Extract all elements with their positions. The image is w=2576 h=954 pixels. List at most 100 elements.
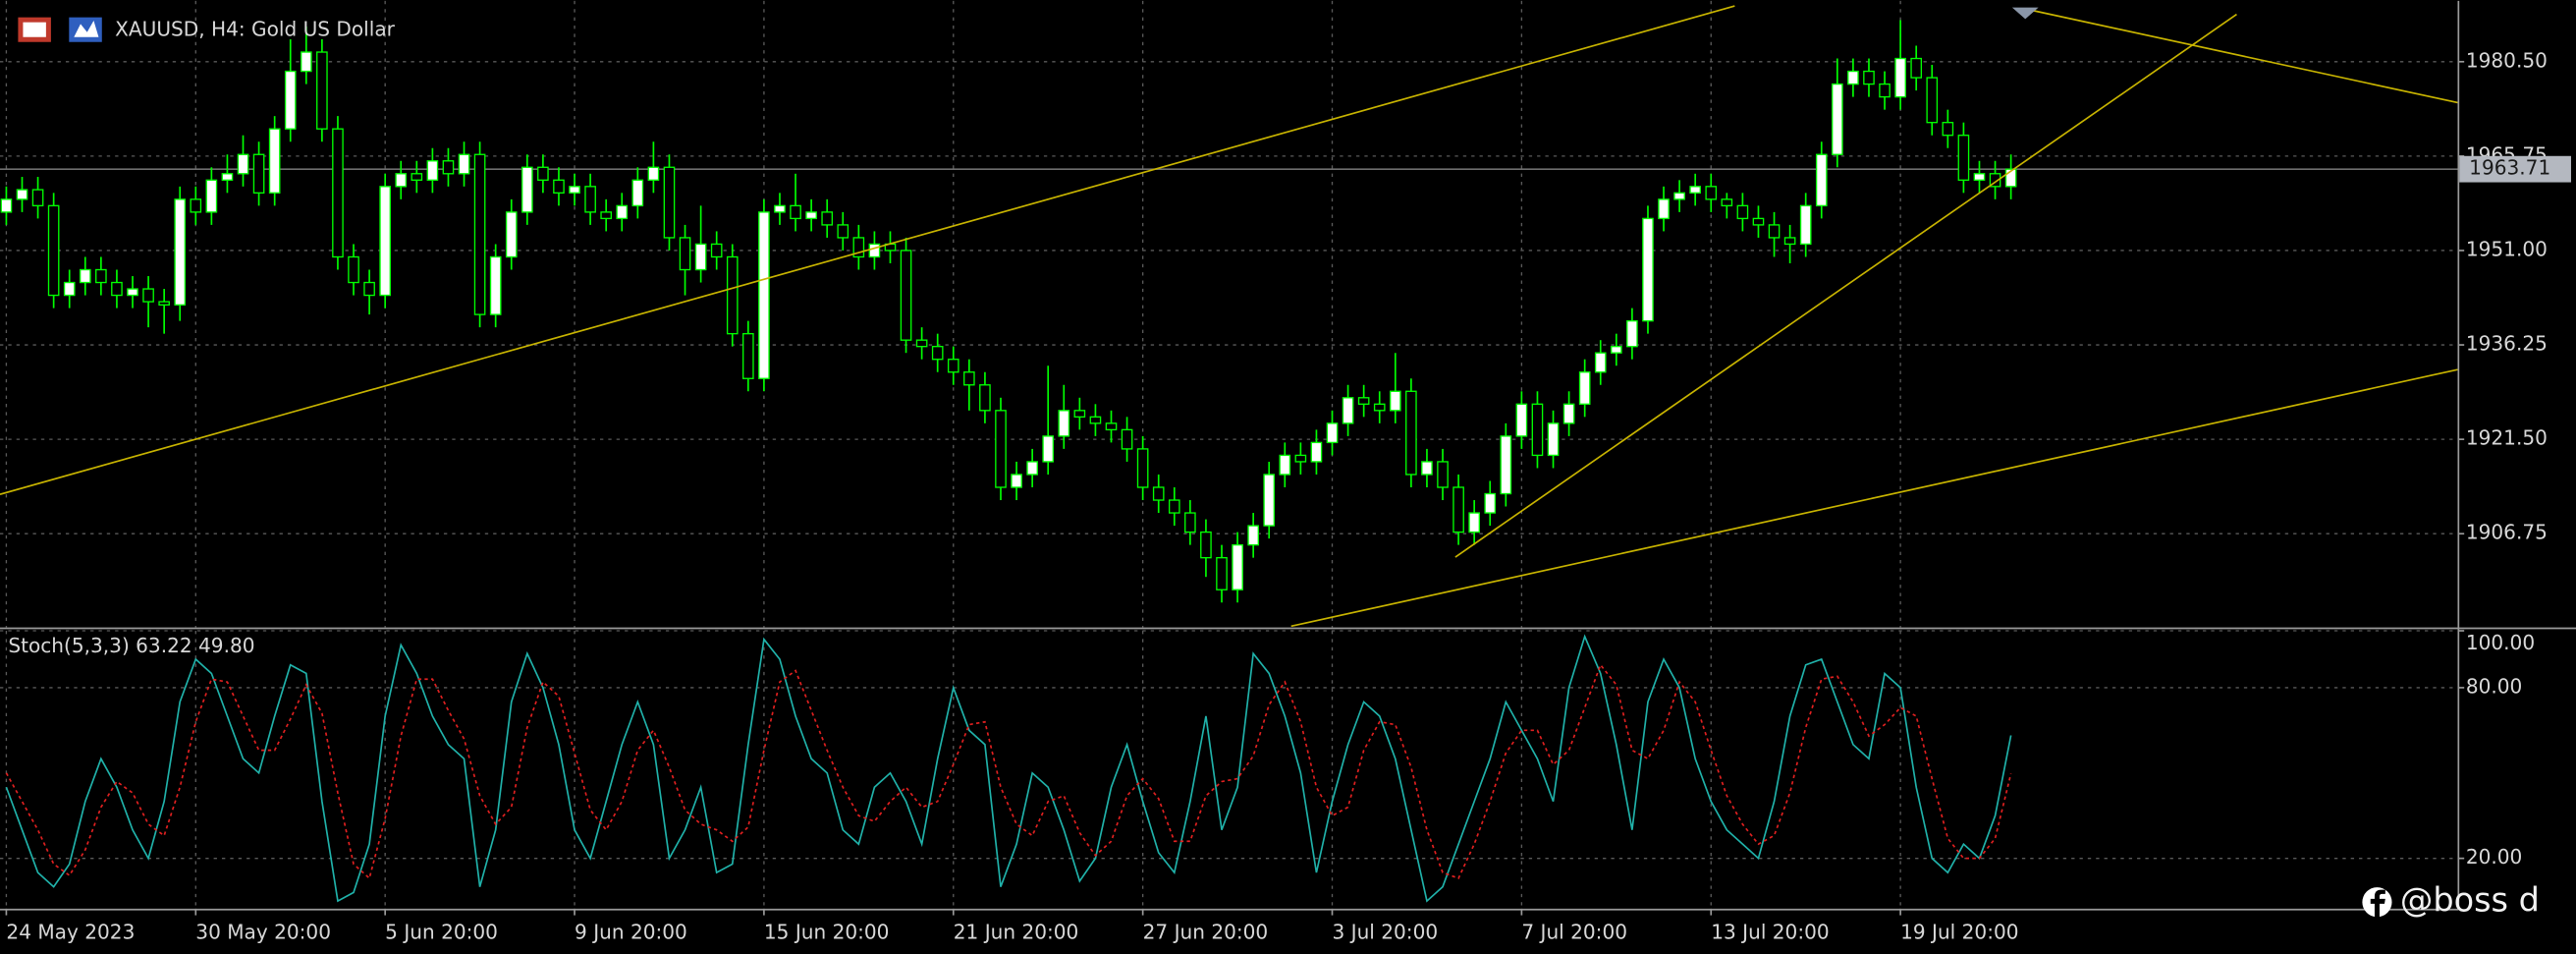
candle-body bbox=[284, 70, 297, 130]
candle-body bbox=[1232, 543, 1243, 590]
candle-body bbox=[1973, 173, 1986, 181]
x-tick-label: 5 Jun 20:00 bbox=[385, 921, 498, 944]
candle-body bbox=[995, 410, 1007, 488]
candle-body bbox=[947, 359, 959, 373]
candle-body bbox=[742, 332, 754, 379]
candle-body bbox=[1547, 422, 1560, 457]
candle-body bbox=[931, 346, 944, 361]
x-tick-label: 24 May 2023 bbox=[6, 921, 135, 944]
candle-body bbox=[1279, 454, 1291, 476]
candle-body bbox=[505, 211, 518, 258]
candle-body bbox=[1326, 422, 1339, 444]
candle-body bbox=[95, 268, 107, 284]
x-tick-label: 15 Jun 20:00 bbox=[764, 921, 890, 944]
candle-body bbox=[111, 281, 123, 297]
candle-body bbox=[1500, 435, 1512, 495]
candle-body bbox=[363, 281, 375, 297]
candle-body bbox=[158, 301, 170, 307]
chart-title: XAUUSD, H4: Gold US Dollar bbox=[115, 18, 395, 41]
candle-body bbox=[489, 255, 502, 315]
candle-body bbox=[710, 243, 723, 258]
candle-body bbox=[1768, 224, 1781, 239]
candle-body bbox=[868, 243, 881, 258]
watermark-icon bbox=[2370, 889, 2385, 919]
x-tick-label: 27 Jun 20:00 bbox=[1143, 921, 1269, 944]
y-tick-label: 20.00 bbox=[2466, 845, 2522, 869]
marker bbox=[2011, 7, 2039, 20]
candle-body bbox=[411, 173, 423, 181]
candle-body bbox=[1042, 435, 1055, 463]
watermark-text: @boss d bbox=[2400, 881, 2540, 920]
candle-body bbox=[174, 198, 187, 307]
candle-body bbox=[1531, 403, 1544, 457]
candle-body bbox=[1089, 416, 1102, 424]
candle-body bbox=[1310, 441, 1323, 463]
candle-body bbox=[268, 128, 281, 195]
candle-body bbox=[1942, 122, 1954, 137]
candle-body bbox=[252, 153, 265, 195]
candle-body bbox=[915, 339, 928, 348]
candle-body bbox=[1658, 198, 1670, 220]
candle-body bbox=[379, 186, 391, 297]
candle-body bbox=[1011, 474, 1022, 488]
candle-body bbox=[1484, 492, 1497, 514]
icon bbox=[74, 20, 99, 37]
candle-body bbox=[1184, 512, 1196, 533]
candle-body bbox=[1357, 397, 1370, 405]
candle-body bbox=[458, 153, 470, 175]
candle-body bbox=[1026, 461, 1038, 476]
candle-body bbox=[1926, 77, 1939, 124]
candle-body bbox=[47, 204, 60, 297]
candle-body bbox=[1626, 319, 1638, 348]
candle-body bbox=[1989, 173, 2001, 188]
candle-body bbox=[758, 211, 770, 379]
candle-body bbox=[332, 128, 344, 258]
candle-body bbox=[426, 160, 439, 181]
candle-body bbox=[1168, 499, 1180, 514]
candle-body bbox=[553, 179, 565, 195]
price-panel: 1980.501965.751951.001936.251921.501906.… bbox=[0, 0, 2571, 628]
candle-body bbox=[1562, 403, 1575, 424]
candle-body bbox=[774, 204, 786, 213]
x-tick-label: 3 Jul 20:00 bbox=[1333, 921, 1439, 944]
candle-body bbox=[442, 160, 455, 175]
candle-body bbox=[473, 153, 486, 315]
candle-body bbox=[2004, 168, 2017, 188]
candle-body bbox=[1815, 153, 1828, 207]
candle-body bbox=[647, 166, 660, 181]
candle-body bbox=[395, 173, 408, 188]
candle-body bbox=[631, 179, 644, 207]
candle-body bbox=[1736, 204, 1749, 220]
candle-body bbox=[1263, 474, 1276, 527]
candle-body bbox=[1342, 397, 1354, 424]
trendline bbox=[0, 5, 1735, 495]
candle-body bbox=[600, 211, 612, 220]
x-tick-label: 30 May 20:00 bbox=[195, 921, 331, 944]
candle-body bbox=[726, 255, 739, 335]
y-tick-label: 80.00 bbox=[2466, 674, 2522, 698]
candle-body bbox=[16, 189, 28, 200]
watermark: @boss d bbox=[2362, 881, 2540, 920]
trendline bbox=[1290, 368, 2458, 628]
candle-body bbox=[1673, 192, 1685, 200]
candle-body bbox=[1594, 352, 1607, 373]
trendline bbox=[2026, 8, 2458, 104]
y-tick-label: 1936.25 bbox=[2466, 332, 2548, 356]
x-tick-label: 21 Jun 20:00 bbox=[954, 921, 1079, 944]
y-tick-label: 1951.00 bbox=[2466, 237, 2548, 260]
candle-body bbox=[1468, 512, 1480, 533]
candle-body bbox=[852, 237, 865, 258]
stochastic-line bbox=[5, 634, 2012, 903]
candle-body bbox=[537, 166, 549, 181]
candle-body bbox=[190, 198, 202, 213]
price-label: 1963.71 bbox=[2469, 156, 2550, 180]
x-tick-label: 7 Jul 20:00 bbox=[1521, 921, 1627, 944]
candle-body bbox=[805, 211, 817, 220]
candle-body bbox=[316, 51, 328, 130]
candle-body bbox=[979, 384, 991, 412]
candle-body bbox=[1216, 556, 1228, 590]
y-tick-label: 1921.50 bbox=[2466, 426, 2548, 450]
candle-body bbox=[1515, 403, 1528, 437]
candle-body bbox=[1073, 410, 1086, 419]
